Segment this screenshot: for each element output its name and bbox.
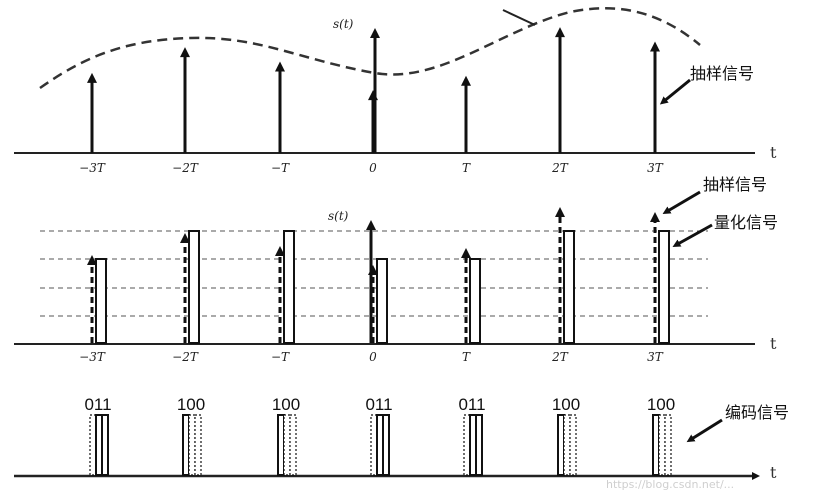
bit-zero-slot [194, 414, 202, 476]
sampling-annotation: 抽样信号 [690, 64, 754, 83]
quantized-bar [283, 230, 295, 344]
sample-impulse-head [275, 246, 285, 256]
sample-impulse-head [461, 75, 471, 86]
signal-axis-arrow-head [370, 28, 380, 38]
quantized-bar [95, 258, 107, 344]
code-group: 011 [365, 395, 393, 476]
bit-zero-slot [664, 414, 672, 476]
code-group: 100 [272, 395, 300, 476]
sampling-annotation-arrow [659, 78, 691, 105]
sample-impulse-head [180, 47, 190, 58]
bit-zero-slot [188, 414, 196, 476]
code-label: 100 [272, 395, 300, 414]
panel-quantization: t s(t) −3T −2T −T 0 T 2T 3T 抽样信号 量化信号 [14, 175, 778, 364]
quantized-bar [469, 258, 481, 344]
tick-label: −3T [79, 161, 106, 175]
tick-label: 2T [551, 350, 569, 364]
bit-one-pulse [475, 414, 483, 476]
bit-one-pulse [652, 414, 660, 476]
code-label: 100 [552, 395, 580, 414]
tick-label: T [462, 350, 471, 364]
code-label: 011 [365, 395, 392, 414]
tick-label: 2T [551, 161, 569, 175]
signal-label: s(t) [333, 17, 354, 31]
tick-label: 3T [647, 350, 664, 364]
code-label: 011 [84, 395, 111, 414]
panel-sampling: t s(t) −3T −2T −T 0 T 2T 3T 抽样信号 [14, 7, 777, 175]
sample-impulse-head [650, 212, 660, 222]
bit-zero-slot [658, 414, 666, 476]
sample-impulse-head [555, 27, 565, 38]
bit-zero-slot [289, 414, 297, 476]
bit-one-pulse [277, 414, 285, 476]
code-label: 100 [647, 395, 675, 414]
code-group: 100 [177, 395, 205, 476]
code-label: 011 [458, 395, 485, 414]
tick-label: −T [271, 161, 290, 175]
code-group: 011 [458, 395, 486, 476]
bit-one-pulse [382, 414, 390, 476]
sample-impulse-head [87, 255, 97, 265]
tick-label: −3T [79, 350, 106, 364]
bit-one-pulse [557, 414, 565, 476]
quantized-bar [188, 230, 200, 344]
quantized-bar [376, 258, 388, 344]
signal-axis-arrow-head [366, 220, 376, 230]
time-axis-label: t [770, 334, 777, 353]
sample-annotation: 抽样信号 [703, 175, 767, 194]
sample-impulse-head [555, 207, 565, 217]
bit-zero-slot [569, 414, 577, 476]
code-group: 100 [647, 395, 675, 476]
code-groups: 011 100 100 011 011 100 100 [84, 395, 675, 476]
time-axis-label: t [770, 463, 777, 482]
tick-label: −2T [172, 161, 199, 175]
quant-annotation: 量化信号 [714, 213, 778, 232]
tick-labels: −3T −2T −T 0 T 2T 3T [79, 161, 664, 175]
encoding-annotation: 编码信号 [725, 403, 789, 422]
code-group: 100 [552, 395, 580, 476]
tick-labels: −3T −2T −T 0 T 2T 3T [79, 350, 664, 364]
sample-impulse-head [180, 233, 190, 243]
watermark: https://blog.csdn.net/... [606, 478, 734, 491]
panel-encoding: t 011 100 100 011 011 100 100 编码信号 [14, 395, 789, 482]
curve-pointer-arrow [502, 9, 536, 26]
tick-label: −T [271, 350, 290, 364]
signal-label: s(t) [328, 209, 349, 223]
tick-label: 0 [369, 350, 377, 364]
bit-zero-slot [283, 414, 291, 476]
bit-one-pulse [101, 414, 109, 476]
quant-annotation-arrow [672, 223, 713, 247]
sample-impulse-head [650, 41, 660, 52]
sample-impulse-head [275, 61, 285, 72]
quantized-samples [87, 207, 670, 344]
analog-signal-curve [39, 7, 701, 90]
tick-label: T [462, 161, 471, 175]
sample-impulses [87, 27, 660, 153]
tick-label: 3T [647, 161, 664, 175]
time-axis-label: t [770, 143, 777, 162]
tick-label: −2T [172, 350, 199, 364]
quantized-bar [563, 230, 575, 344]
code-label: 100 [177, 395, 205, 414]
encoding-annotation-arrow [686, 418, 723, 443]
code-group: 011 [84, 395, 112, 476]
bit-zero-slot [563, 414, 571, 476]
tick-label: 0 [369, 161, 377, 175]
sample-impulse-head [87, 72, 97, 83]
bit-one-pulse [182, 414, 190, 476]
sample-impulse-head [461, 248, 471, 258]
sample-annotation-arrow [662, 190, 701, 215]
quantized-bar [658, 230, 670, 344]
